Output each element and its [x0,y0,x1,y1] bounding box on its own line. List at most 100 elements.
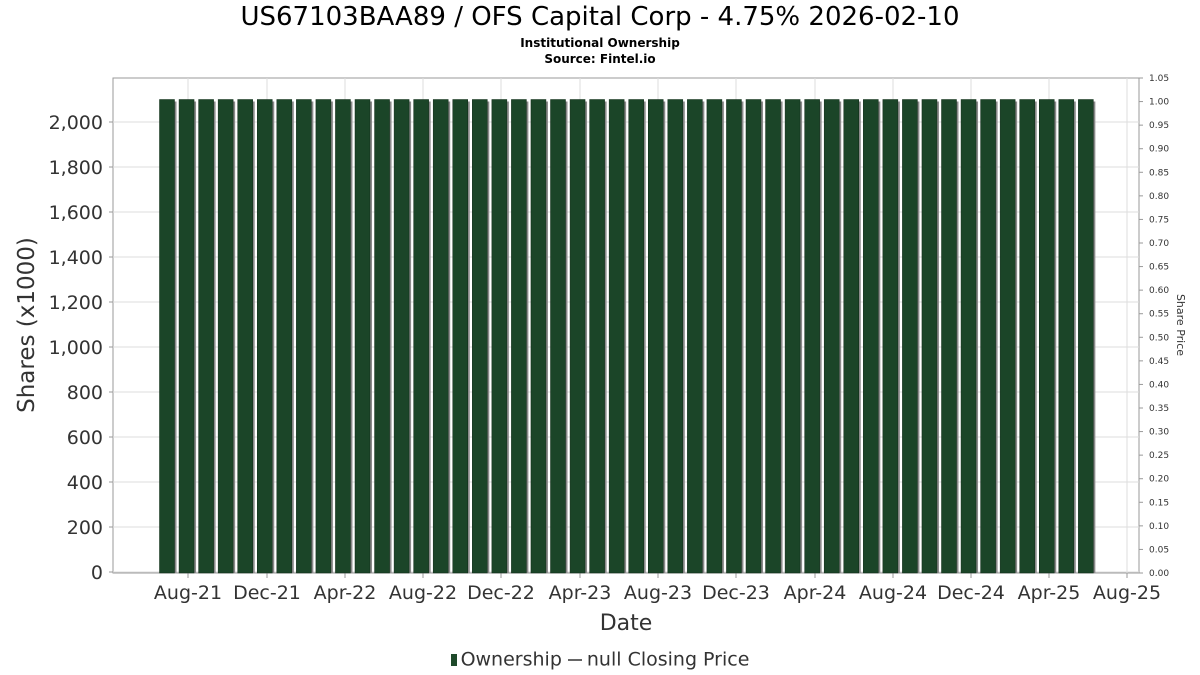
y2-axis-title: Share Price [1174,294,1187,356]
y2-tick-label: 0.20 [1149,475,1169,485]
ownership-bar [941,99,957,574]
y2-tick-label: 0.05 [1149,545,1169,555]
ownership-bar [921,99,938,574]
y2-tick-label: 0.50 [1149,333,1169,343]
ownership-bar [452,99,468,574]
ownership-bar [706,99,723,574]
y2-tick-label: 0.55 [1149,310,1169,320]
y-tick-label: 1,000 [49,337,103,359]
y-tick-label: 1,200 [49,292,103,314]
legend-closing-price-swatch [567,658,582,661]
x-tick-label: Dec-23 [702,582,770,604]
y2-tick-label: 1.05 [1149,74,1169,84]
ownership-bar [472,99,488,574]
ownership-bar [608,99,625,574]
ownership-bar [257,99,273,574]
legend-ownership-label: Ownership [460,648,562,671]
ownership-bar [276,99,293,574]
x-tick-label: Apr-23 [549,582,612,604]
y2-tick-label: 0.35 [1149,404,1169,414]
ownership-bar [550,99,566,574]
ownership-bar [628,99,644,574]
ownership-bar [1039,99,1055,574]
ownership-bar [804,99,820,574]
y2-tick-label: 0.90 [1149,145,1169,155]
y2-tick-label: 0.25 [1149,451,1169,461]
legend-closing-price-label: null Closing Price [586,648,750,671]
x-tick-label: Aug-24 [859,582,927,604]
y-tick-label: 1,600 [49,202,103,224]
ownership-bar [687,99,703,574]
ownership-bar [843,99,859,574]
y2-tick-label: 0.00 [1149,569,1169,579]
y2-tick-label: 1.00 [1149,98,1169,108]
ownership-bar [413,99,429,574]
x-tick-label: Aug-23 [624,582,692,604]
y2-tick-label: 0.65 [1149,263,1169,273]
y-tick-label: 2,000 [49,112,103,134]
ownership-bar [902,99,918,574]
x-tick-label: Apr-22 [314,582,377,604]
ownership-bar [432,99,449,574]
x-axis-title: Date [600,611,653,636]
ownership-bar [1058,99,1075,574]
x-tick-label: Apr-24 [784,582,847,604]
x-tick-label: Aug-21 [154,582,222,604]
x-tick-label: Dec-24 [937,582,1005,604]
ownership-bar [491,99,508,574]
ownership-bar [198,99,214,574]
y-tick-label: 1,800 [49,157,103,179]
ownership-bar [393,99,410,574]
y-tick-label: 200 [67,517,103,539]
chart-legend: Ownership null Closing Price [0,648,1200,671]
y-tick-label: 0 [91,562,103,584]
y-tick-label: 600 [67,427,103,449]
ownership-bar [589,99,605,574]
y2-tick-label: 0.10 [1149,522,1169,532]
ownership-bar [296,99,312,574]
ownership-bar [882,99,899,574]
ownership-bar [999,99,1016,574]
ownership-bar [511,99,527,574]
ownership-bar [374,99,390,574]
y2-tick-label: 0.45 [1149,357,1169,367]
y-axis-title: Shares (x1000) [14,237,40,413]
y2-tick-label: 0.30 [1149,428,1169,438]
x-tick-label: Aug-22 [389,582,457,604]
ownership-bar [1078,99,1094,574]
ownership-bar [648,99,664,574]
ownership-bar [315,99,332,574]
ownership-bar [726,99,742,574]
ownership-bar [569,99,586,574]
ownership-bar [237,99,253,574]
y2-tick-label: 0.95 [1149,121,1169,131]
y2-tick-label: 0.70 [1149,239,1169,249]
ownership-bar [863,99,879,574]
y-tick-label: 400 [67,472,103,494]
ownership-bar [980,99,996,574]
chart-source: Source: Fintel.io [544,52,656,66]
ownership-bar [823,99,840,574]
y2-tick-label: 0.85 [1149,168,1169,178]
ownership-bar [217,99,234,574]
ownership-bar [784,99,801,574]
ownership-bar [178,99,195,574]
ownership-bar [960,99,977,574]
ownership-bar [530,99,547,574]
y-tick-label: 800 [67,382,103,404]
ownership-bar [765,99,781,574]
chart-title: US67103BAA89 / OFS Capital Corp - 4.75% … [240,2,960,32]
x-tick-label: Apr-25 [1018,582,1081,604]
legend-ownership-swatch [450,653,457,666]
ownership-bar [335,99,351,574]
ownership-bar [1019,99,1035,574]
x-tick-label: Dec-21 [233,582,301,604]
y2-tick-label: 0.15 [1149,498,1169,508]
x-tick-label: Dec-22 [467,582,535,604]
ownership-bar [667,99,684,574]
ownership-bar [745,99,762,574]
chart-subtitle: Institutional Ownership [520,36,680,50]
x-tick-label: Aug-25 [1093,582,1161,604]
y-tick-label: 1,400 [49,247,103,269]
